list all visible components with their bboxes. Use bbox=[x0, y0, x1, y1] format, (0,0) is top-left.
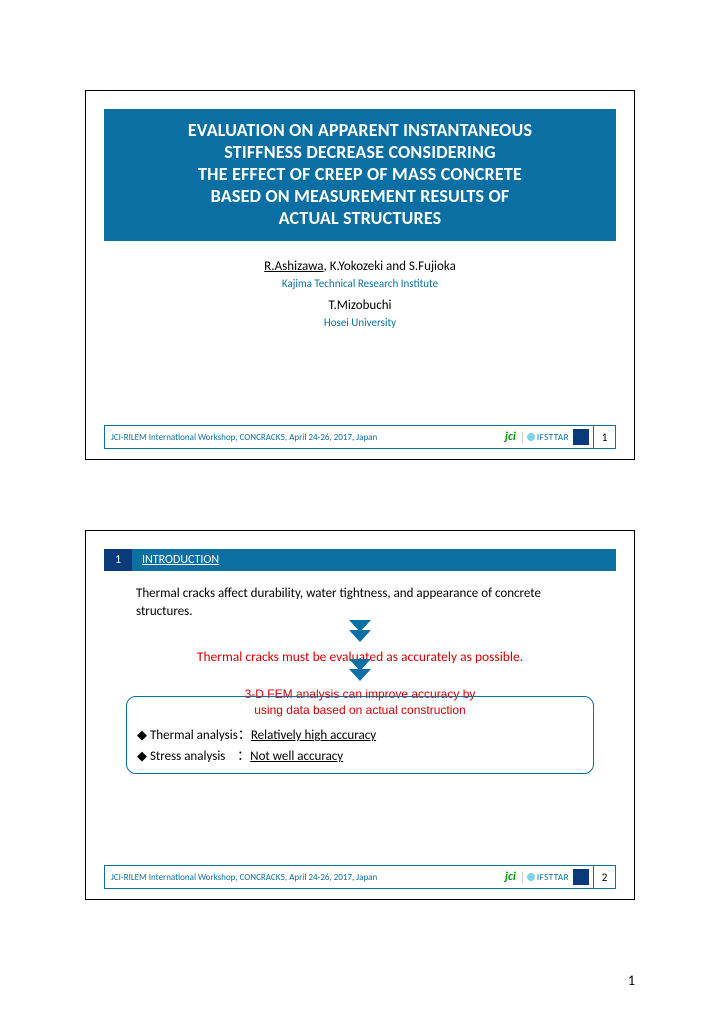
arrow-down-icon bbox=[349, 630, 371, 642]
footer-text: JCI-RILEM International Workshop, CONCRA… bbox=[105, 432, 503, 443]
section-title: INTRODUCTION bbox=[132, 549, 616, 571]
authors-block: R.Ashizawa, K.Yokozeki and S.Fujioka Kaj… bbox=[104, 259, 616, 329]
affiliation-2: Hosei University bbox=[104, 316, 616, 329]
slide-2: 1 INTRODUCTION Thermal cracks affect dur… bbox=[85, 530, 635, 900]
ifsttar-logo-icon: IFSTTAR bbox=[522, 872, 569, 883]
jci-logo-icon: jci bbox=[503, 430, 518, 444]
authors-rest: , K.Yokozeki and S.Fujioka bbox=[324, 259, 456, 274]
bullet-stress: ◆ Stress analysis ：Not well accuracy bbox=[137, 744, 583, 765]
slide-1: EVALUATION ON APPARENT INSTANTANEOUS STI… bbox=[85, 90, 635, 460]
affiliation-1: Kajima Technical Research Institute bbox=[104, 277, 616, 290]
slide-page-number: 2 bbox=[593, 866, 615, 888]
title-line: EVALUATION ON APPARENT INSTANTANEOUS bbox=[110, 119, 610, 141]
title-line: ACTUAL STRUCTURES bbox=[110, 207, 610, 229]
title-line: THE EFFECT OF CREEP OF MASS CONCRETE bbox=[110, 163, 610, 185]
footer-text: JCI-RILEM International Workshop, CONCRA… bbox=[105, 872, 503, 883]
diamond-icon: ◆ bbox=[137, 749, 150, 764]
footer-logos: jci IFSTTAR bbox=[503, 429, 593, 445]
section-number: 1 bbox=[104, 549, 132, 571]
section-header: 1 INTRODUCTION bbox=[104, 549, 616, 571]
slide-footer: JCI-RILEM International Workshop, CONCRA… bbox=[104, 425, 616, 449]
ifsttar-logo-icon: IFSTTAR bbox=[522, 432, 569, 443]
jci-logo-icon: jci bbox=[503, 870, 518, 884]
title-line: BASED ON MEASUREMENT RESULTS OF bbox=[110, 185, 610, 207]
author-secondary: T.Mizobuchi bbox=[104, 298, 616, 313]
footer-logos: jci IFSTTAR bbox=[503, 869, 593, 885]
arrow-down-icon bbox=[349, 669, 371, 681]
author-primary: R.Ashizawa bbox=[264, 259, 323, 274]
document-page-number: 1 bbox=[628, 972, 635, 989]
sponsor-logo-icon bbox=[573, 429, 589, 445]
slide-page-number: 1 bbox=[593, 426, 615, 448]
bullet-thermal: ◆ Thermal analysis：Relatively high accur… bbox=[137, 723, 583, 744]
diamond-icon: ◆ bbox=[137, 728, 150, 743]
title-line: STIFFNESS DECREASE CONSIDERING bbox=[110, 141, 610, 163]
fem-analysis-box: ◆ Thermal analysis：Relatively high accur… bbox=[126, 696, 594, 774]
slide-footer: JCI-RILEM International Workshop, CONCRA… bbox=[104, 865, 616, 889]
title-band: EVALUATION ON APPARENT INSTANTANEOUS STI… bbox=[104, 109, 616, 241]
sponsor-logo-icon bbox=[573, 869, 589, 885]
